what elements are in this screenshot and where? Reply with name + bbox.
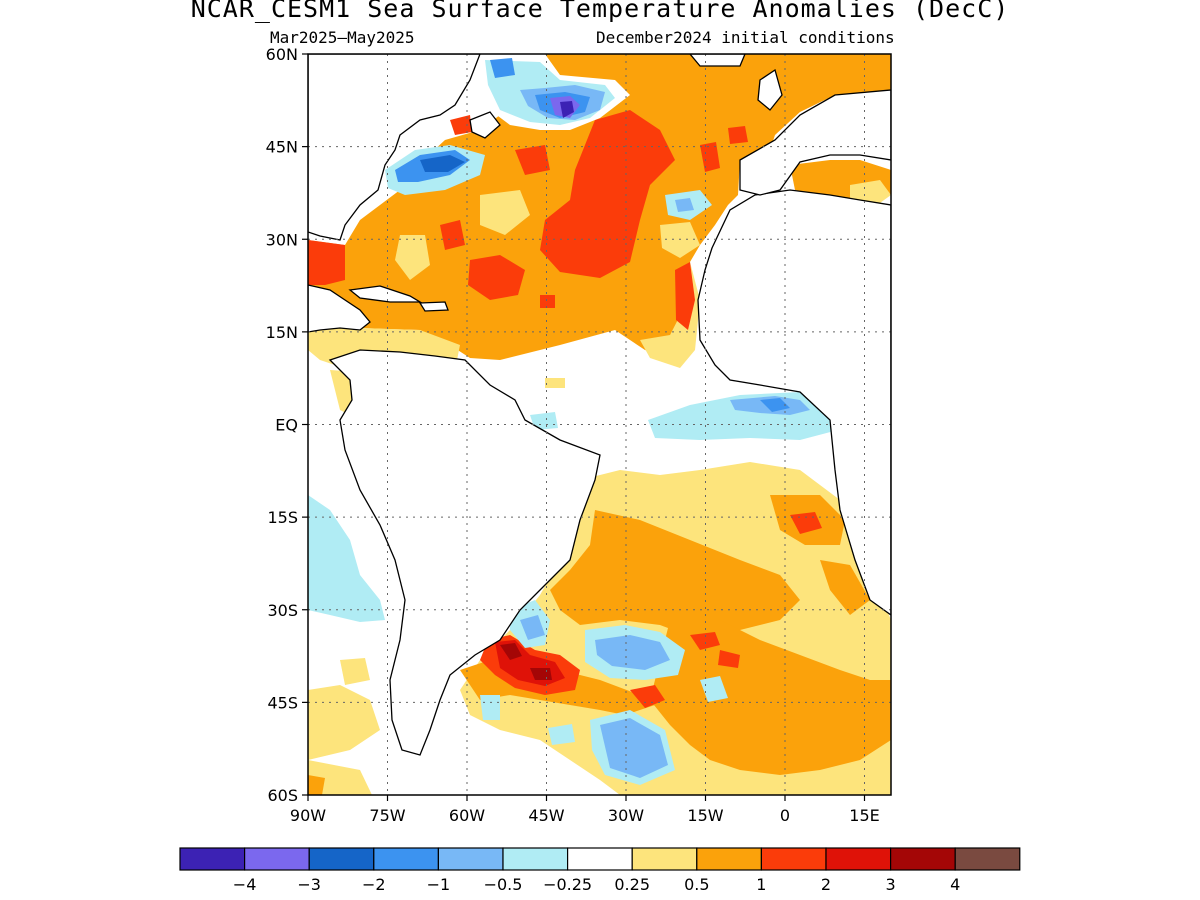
colorbar-swatch bbox=[954, 847, 1021, 871]
lat-tick-label: EQ bbox=[275, 416, 298, 435]
lat-tick-label: 15S bbox=[267, 508, 298, 527]
anomaly-region-north-atlantic-weak bbox=[640, 262, 700, 368]
lon-tick-label: 15E bbox=[849, 806, 879, 825]
iceland-land bbox=[689, 54, 746, 67]
lon-tick-label: 15W bbox=[687, 806, 723, 825]
map-gridlines bbox=[308, 54, 891, 795]
lon-tick-label: 60W bbox=[449, 806, 485, 825]
lat-tick-label: 45S bbox=[267, 693, 298, 712]
colorbar-label: −2 bbox=[362, 875, 386, 894]
lon-tick-label: 75W bbox=[369, 806, 405, 825]
land-mask bbox=[308, 54, 891, 756]
colorbar-label: −3 bbox=[297, 875, 321, 894]
colorbar-label: −0.25 bbox=[543, 875, 592, 894]
anomaly-region-central-north-atlantic-core bbox=[540, 110, 675, 278]
colorbar-swatch bbox=[437, 847, 504, 871]
colorbar-label: 4 bbox=[950, 875, 960, 894]
lon-tick-label: 90W bbox=[290, 806, 326, 825]
colorbar-swatch bbox=[179, 847, 246, 871]
anomaly-region-argentine-shelf-core bbox=[500, 643, 522, 660]
lat-tick-label: 60S bbox=[267, 786, 298, 805]
colorbar-label: 0.25 bbox=[614, 875, 650, 894]
colorbar-label: 3 bbox=[886, 875, 896, 894]
forecast-period: Mar2025–May2025 bbox=[270, 28, 415, 47]
lon-tick-label: 45W bbox=[528, 806, 564, 825]
british-isles-land bbox=[757, 68, 783, 111]
colorbar-label: 0.5 bbox=[684, 875, 709, 894]
central-america-land bbox=[308, 284, 371, 333]
lat-tick-label: 60N bbox=[266, 45, 298, 64]
colorbar-swatch bbox=[760, 847, 827, 871]
lat-tick-label: 45N bbox=[266, 138, 298, 157]
cuba-land bbox=[348, 285, 423, 303]
longitude-axis: 90W 75W 60W 45W 30W 15W 0 15E bbox=[290, 795, 880, 825]
lon-tick-label: 0 bbox=[780, 806, 790, 825]
newfoundland-land bbox=[469, 111, 501, 139]
colorbar-label: 1 bbox=[756, 875, 766, 894]
hispaniola-land bbox=[418, 301, 449, 312]
colorbar-swatch bbox=[566, 847, 633, 871]
lat-tick-label: 30N bbox=[266, 230, 298, 249]
colorbar-swatch bbox=[696, 847, 762, 871]
colorbar-label: −1 bbox=[427, 875, 451, 894]
anomaly-field bbox=[308, 54, 891, 795]
chart-title: NCAR_CESM1 Sea Surface Temperature Anoma… bbox=[190, 0, 1010, 23]
anomaly-region-gulf-stream-cold bbox=[420, 155, 465, 172]
colorbar-swatch bbox=[308, 847, 375, 871]
anomaly-region-south-atlantic-warm bbox=[550, 510, 800, 640]
latitude-axis: 60N 45N 30N 15N EQ 15S 30S 45S 60S bbox=[266, 45, 308, 805]
colorbar-swatch bbox=[244, 847, 310, 871]
lat-tick-label: 30S bbox=[267, 601, 298, 620]
colorbar-swatch bbox=[373, 847, 439, 871]
south-america-land bbox=[328, 349, 601, 756]
initial-conditions-label: December2024 initial conditions bbox=[596, 28, 895, 47]
colorbar: −4 −3 −2 −1 −0.5 −0.25 0.25 0.5 1 2 3 4 bbox=[179, 847, 1021, 894]
colorbar-label: −0.5 bbox=[484, 875, 523, 894]
colorbar-swatch bbox=[502, 847, 569, 871]
lat-tick-label: 15N bbox=[266, 323, 298, 342]
lon-tick-label: 30W bbox=[608, 806, 644, 825]
colorbar-swatch bbox=[631, 847, 698, 871]
colorbar-swatch bbox=[825, 847, 892, 871]
colorbar-label: −4 bbox=[233, 875, 257, 894]
colorbar-swatch bbox=[889, 847, 956, 871]
europe-land bbox=[739, 89, 891, 196]
colorbar-label: 2 bbox=[821, 875, 831, 894]
